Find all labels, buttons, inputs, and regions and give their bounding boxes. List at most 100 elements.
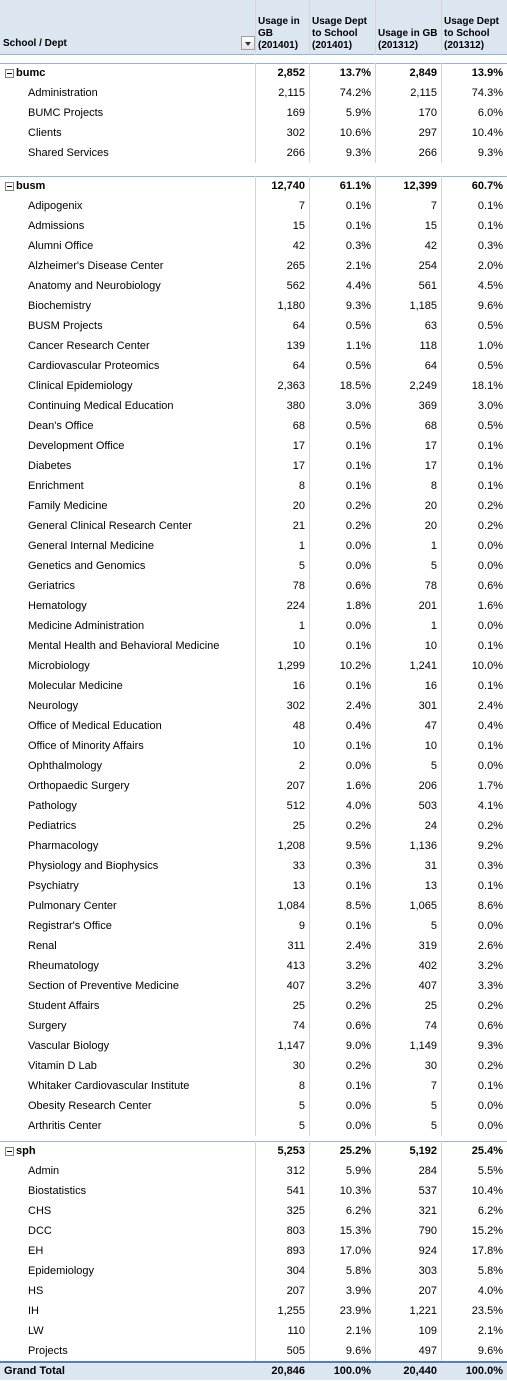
- row-value: 2.0%: [477, 260, 503, 272]
- row-value: 5.9%: [345, 107, 371, 119]
- row-value: 2.4%: [477, 700, 503, 712]
- row-label: HS: [28, 1285, 44, 1297]
- column-divider: [309, 63, 310, 163]
- row-value: 302: [286, 700, 305, 712]
- row-value: 0.0%: [477, 560, 503, 572]
- row-value: 0.0%: [477, 760, 503, 772]
- row-value: 0.1%: [345, 460, 371, 472]
- row-value: 0.1%: [345, 440, 371, 452]
- group-value: 5,192: [409, 1145, 437, 1157]
- row-value: 0.1%: [345, 640, 371, 652]
- row-value: 0.1%: [345, 200, 371, 212]
- row-value: 3.2%: [345, 960, 371, 972]
- row-value: 18.1%: [471, 380, 503, 392]
- row-value: 1,299: [277, 660, 305, 672]
- row-value: 30: [292, 1060, 305, 1072]
- row-label: Ophthalmology: [28, 760, 102, 772]
- collapse-button[interactable]: [5, 1147, 14, 1156]
- row-label: Rheumatology: [28, 960, 99, 972]
- row-label: Diabetes: [28, 460, 72, 472]
- row-value: 0.1%: [345, 880, 371, 892]
- row-label: Alumni Office: [28, 240, 94, 252]
- row-value: 5.8%: [345, 1265, 371, 1277]
- row-value: 0.2%: [345, 1000, 371, 1012]
- collapse-button[interactable]: [5, 182, 14, 191]
- row-value: 1.6%: [477, 600, 503, 612]
- row-value: 1,180: [277, 300, 305, 312]
- row-value: 0.1%: [345, 740, 371, 752]
- row-value: 15.3%: [339, 1225, 371, 1237]
- row-value: 18.5%: [339, 380, 371, 392]
- row-value: 0.1%: [345, 680, 371, 692]
- row-value: 207: [286, 780, 305, 792]
- row-value: 21: [292, 520, 305, 532]
- row-label: Clients: [28, 127, 62, 139]
- row-label: Registrar's Office: [28, 920, 112, 932]
- filter-button[interactable]: [241, 36, 255, 50]
- row-value: 16: [292, 680, 305, 692]
- row-value: 1: [430, 620, 437, 632]
- row-value: 5: [430, 560, 437, 572]
- row-value: 0.1%: [345, 920, 371, 932]
- column-divider: [375, 1141, 376, 1361]
- row-value: 10: [292, 740, 305, 752]
- row-value: 5.9%: [345, 1165, 371, 1177]
- row-value: 2.1%: [345, 1325, 371, 1337]
- row-label: Admin: [28, 1165, 60, 1177]
- column-header: Usage in GB (201312): [378, 28, 438, 51]
- row-label: IH: [28, 1305, 39, 1317]
- row-value: 24: [424, 820, 437, 832]
- row-value: 9.0%: [345, 1040, 371, 1052]
- row-value: 16: [424, 680, 437, 692]
- row-value: 42: [292, 240, 305, 252]
- row-value: 2.1%: [345, 260, 371, 272]
- row-value: 9: [298, 920, 305, 932]
- row-value: 0.2%: [477, 1000, 503, 1012]
- row-value: 110: [287, 1325, 305, 1337]
- filter-arrow: [245, 42, 251, 46]
- row-value: 2: [298, 760, 305, 772]
- row-value: 15.2%: [471, 1225, 503, 1237]
- row-label: Obesity Research Center: [28, 1100, 152, 1112]
- row-value: 297: [418, 127, 437, 139]
- group-value: 5,253: [277, 1145, 305, 1157]
- row-value: 0.0%: [345, 1120, 371, 1132]
- row-value: 0.4%: [345, 720, 371, 732]
- row-label: Vitamin D Lab: [28, 1060, 97, 1072]
- row-value: 562: [286, 280, 305, 292]
- row-value: 3.3%: [477, 980, 503, 992]
- row-value: 254: [418, 260, 437, 272]
- row-value: 2.1%: [477, 1325, 503, 1337]
- row-value: 3.2%: [345, 980, 371, 992]
- row-value: 537: [418, 1185, 437, 1197]
- row-value: 0.5%: [345, 360, 371, 372]
- row-value: 170: [418, 107, 437, 119]
- row-label: Administration: [28, 87, 98, 99]
- row-value: 30: [424, 1060, 437, 1072]
- row-value: 266: [418, 147, 437, 159]
- row-value: 312: [286, 1165, 305, 1177]
- row-value: 0.6%: [345, 580, 371, 592]
- row-value: 0.2%: [477, 500, 503, 512]
- row-value: 5: [430, 1100, 437, 1112]
- row-label: Clinical Epidemiology: [28, 380, 133, 392]
- row-value: 7: [430, 200, 437, 212]
- row-value: 1.6%: [345, 780, 371, 792]
- total-value: 100.0%: [333, 1365, 371, 1377]
- row-value: 10.0%: [471, 660, 503, 672]
- row-value: 0.2%: [345, 1060, 371, 1072]
- row-value: 0.1%: [477, 680, 503, 692]
- row-value: 0.1%: [477, 740, 503, 752]
- row-value: 74.3%: [471, 87, 503, 99]
- row-label: Development Office: [28, 440, 125, 452]
- group-name: bumc: [16, 67, 46, 79]
- collapse-button[interactable]: [5, 69, 14, 78]
- column-header: Usage in GB (201401): [258, 16, 300, 51]
- total-value: 20,846: [271, 1365, 305, 1377]
- row-value: 541: [286, 1185, 305, 1197]
- row-value: 1.0%: [477, 340, 503, 352]
- row-value: 266: [286, 147, 305, 159]
- row-label: Biostatistics: [28, 1185, 87, 1197]
- row-label: Enrichment: [28, 480, 84, 492]
- row-value: 13: [292, 880, 305, 892]
